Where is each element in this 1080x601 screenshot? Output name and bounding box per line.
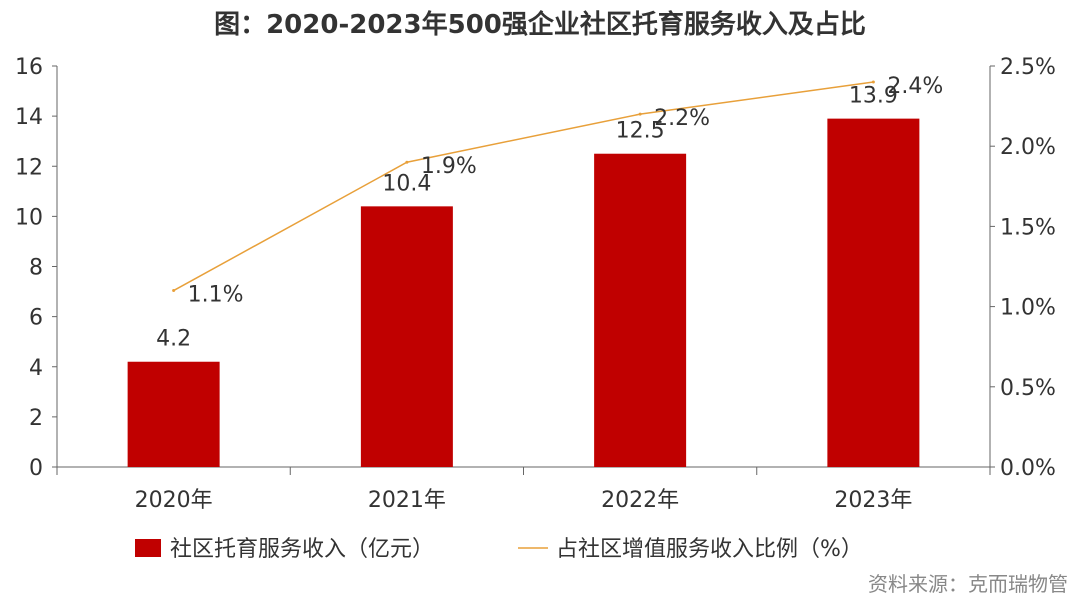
line-value-label: 2.2% bbox=[654, 106, 710, 131]
line-value-label: 2.4% bbox=[887, 74, 943, 99]
bars bbox=[127, 118, 920, 467]
line-path bbox=[173, 81, 874, 292]
bar-value-label: 13.9 bbox=[849, 84, 898, 109]
bar-value-label: 12.5 bbox=[616, 119, 665, 144]
x-tick-label: 2020年 bbox=[135, 488, 213, 513]
left-tick-label: 6 bbox=[29, 306, 43, 331]
right-tick-label: 0.5% bbox=[1000, 376, 1056, 401]
left-tick-label: 14 bbox=[15, 105, 43, 130]
left-tick-label: 16 bbox=[15, 55, 43, 80]
legend-line-label: 占社区增值服务收入比例（%） bbox=[556, 537, 863, 562]
right-tick-label: 0.0% bbox=[1000, 456, 1056, 481]
line-series bbox=[172, 80, 875, 293]
right-tick-label: 1.0% bbox=[1000, 296, 1056, 321]
x-tick-label: 2023年 bbox=[834, 488, 912, 513]
bar bbox=[360, 206, 453, 467]
line-point bbox=[172, 289, 176, 293]
legend-bar-label: 社区托育服务收入（亿元） bbox=[170, 537, 434, 562]
x-tick-label: 2022年 bbox=[601, 488, 679, 513]
line-value-label: 1.1% bbox=[188, 283, 244, 308]
data-labels: 4.2 10.4 12.5 13.9 1.1% 1.9% 2.2% 2.4% bbox=[156, 74, 943, 352]
left-tick-label: 4 bbox=[29, 356, 43, 381]
bar bbox=[594, 153, 687, 467]
legend: 社区托育服务收入（亿元） 占社区增值服务收入比例（%） bbox=[135, 537, 863, 562]
left-tick-label: 10 bbox=[15, 205, 43, 230]
line-point bbox=[871, 80, 875, 84]
bar bbox=[827, 118, 920, 467]
left-tick-label: 8 bbox=[29, 256, 43, 281]
left-tick-label: 0 bbox=[29, 456, 43, 481]
right-tick-label: 1.5% bbox=[1000, 215, 1056, 240]
bar-value-label: 10.4 bbox=[382, 171, 431, 196]
left-tick-label: 12 bbox=[15, 155, 43, 180]
legend-bar-swatch bbox=[135, 539, 161, 557]
bar bbox=[127, 361, 220, 467]
source-note: 资料来源：克而瑞物管 bbox=[868, 572, 1068, 596]
chart-title: 图：2020-2023年500强企业社区托育服务收入及占比 bbox=[214, 10, 866, 40]
left-tick-label: 2 bbox=[29, 406, 43, 431]
bar-value-label: 4.2 bbox=[156, 327, 191, 352]
right-tick-label: 2.0% bbox=[1000, 135, 1056, 160]
line-point bbox=[405, 160, 409, 164]
line-value-label: 1.9% bbox=[421, 154, 477, 179]
right-tick-label: 2.5% bbox=[1000, 55, 1056, 80]
line-point bbox=[638, 112, 642, 116]
x-tick-label: 2021年 bbox=[368, 488, 446, 513]
